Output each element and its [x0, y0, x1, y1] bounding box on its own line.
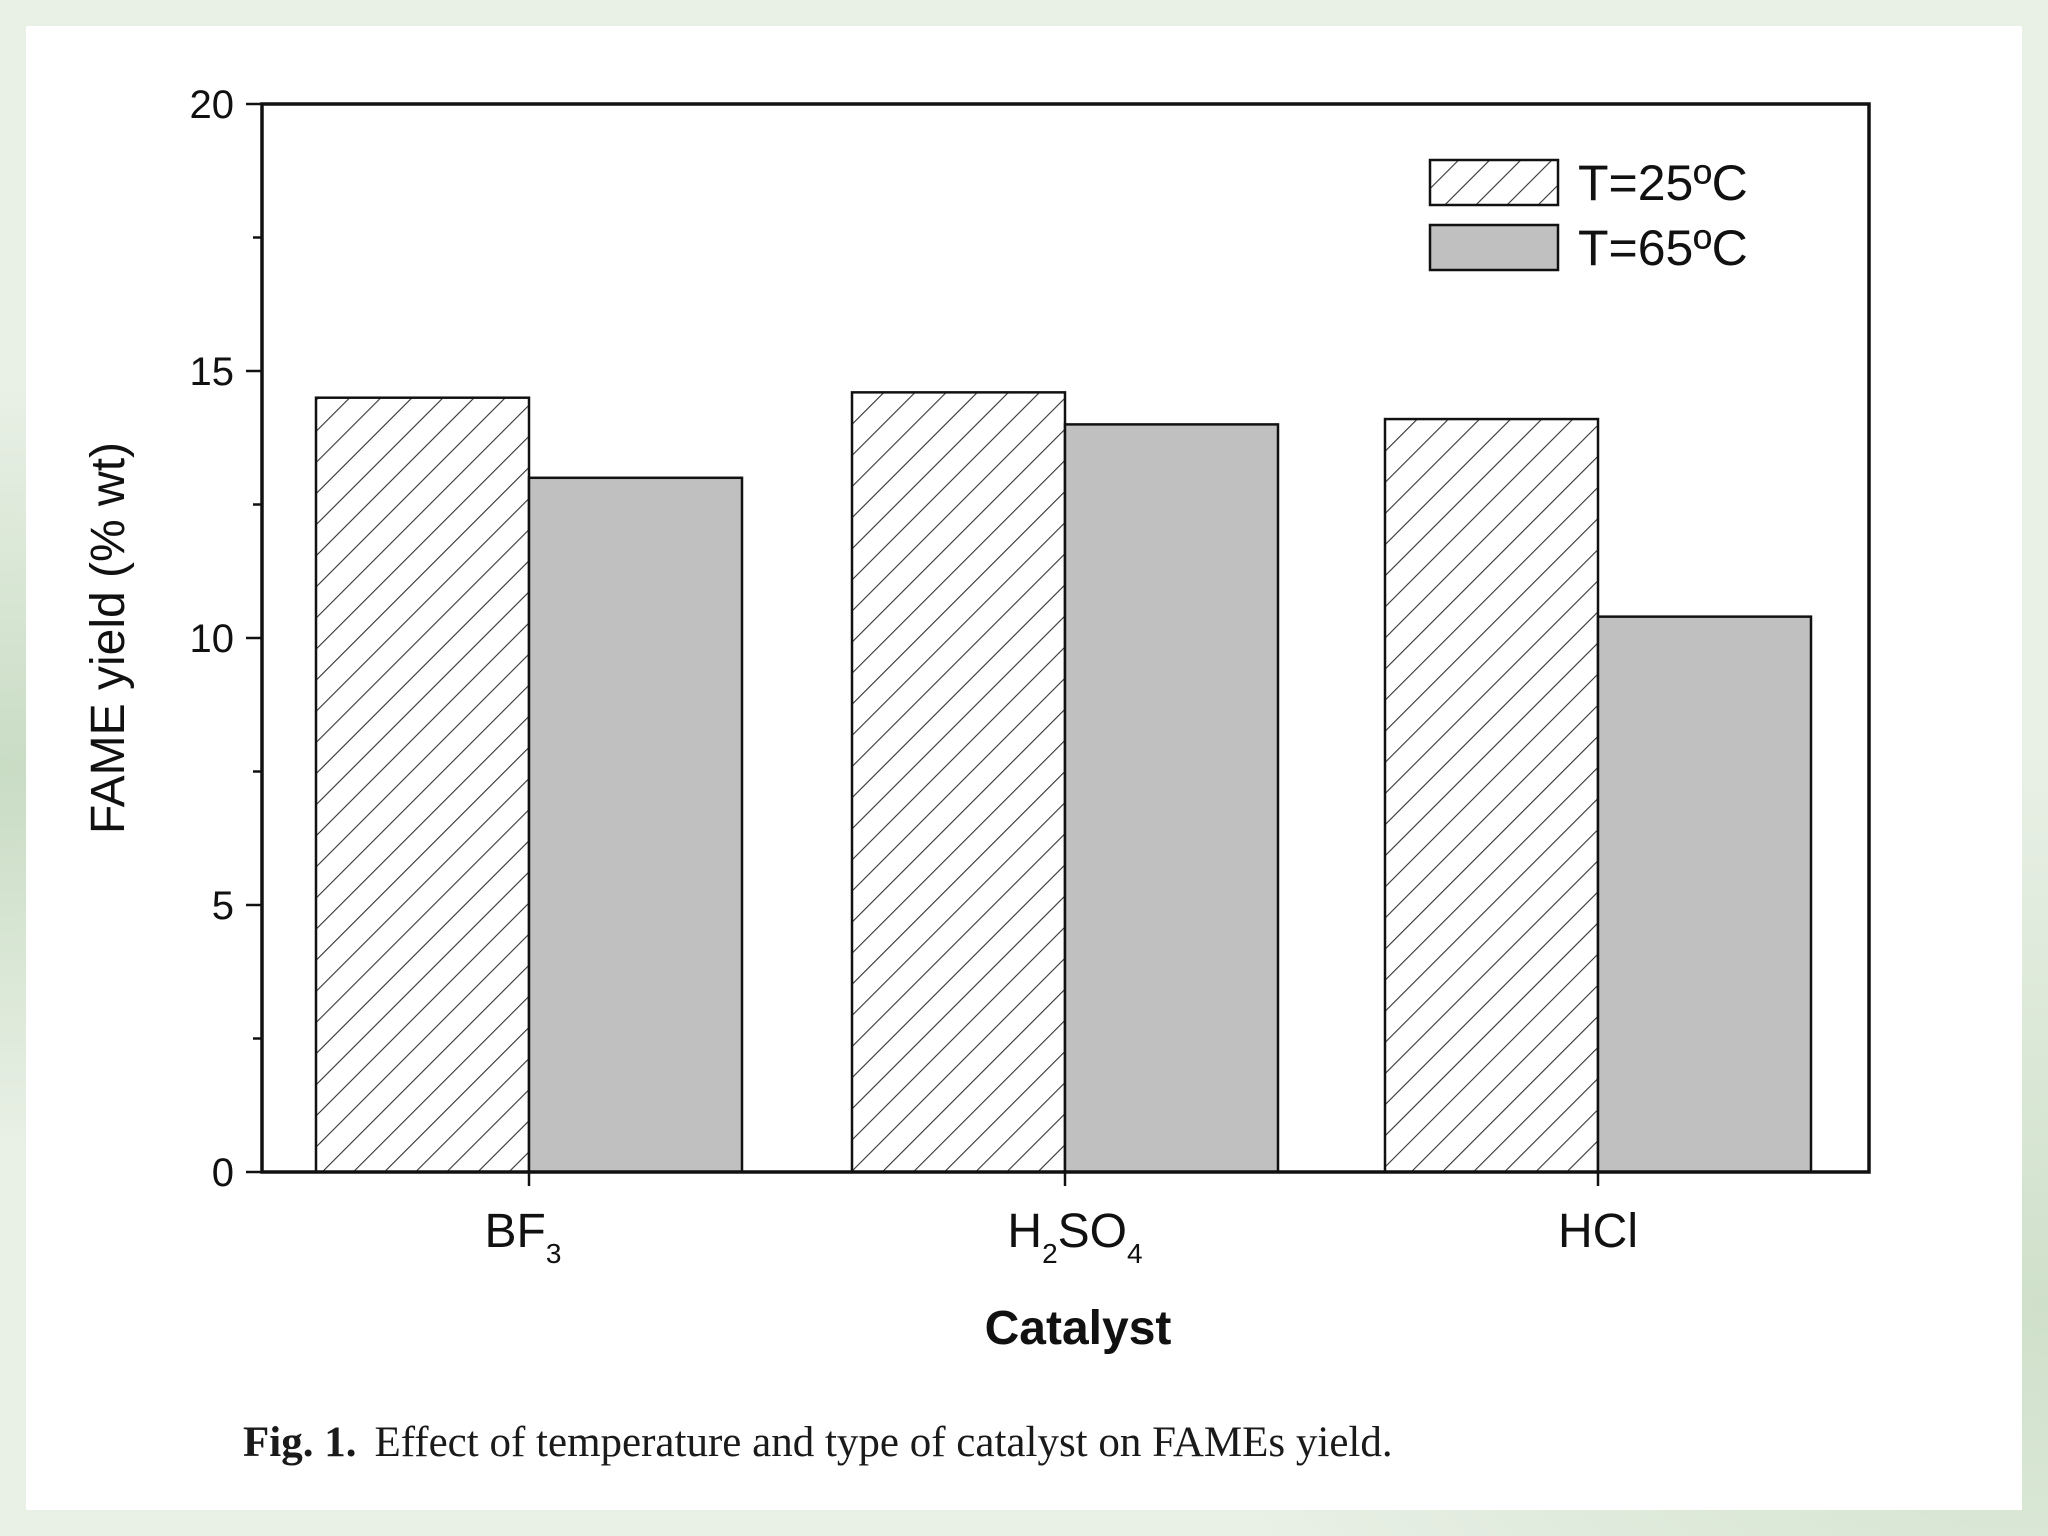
y-tick-label: 0 [212, 1151, 234, 1195]
x-tick-label-hcl: HCl [1558, 1205, 1638, 1258]
legend-swatch-series-2 [1428, 223, 1560, 272]
caption-text: Effect of temperature and type of cataly… [374, 1419, 1393, 1466]
y-axis-title: FAME yield (% wt) [82, 442, 135, 834]
x-tick-label-bf3: BF3 [485, 1205, 562, 1269]
figure-number: Fig. 1. [243, 1419, 357, 1466]
y-tick-label: 15 [190, 350, 235, 394]
figure-caption: Fig. 1. Effect of temperature and type of… [243, 1418, 1393, 1467]
subscript: 4 [1127, 1238, 1143, 1269]
subscript: 3 [546, 1238, 562, 1269]
x-axis-title: Catalyst [985, 1302, 1172, 1355]
y-tick-label: 20 [190, 83, 235, 127]
bar-hcl-series-2 [1596, 615, 1813, 1174]
axes-layer [246, 102, 1871, 1186]
y-tick-label: 10 [190, 617, 235, 661]
bar-hcl-series-1 [1383, 417, 1600, 1174]
legend-label-series-2: T=65ºC [1578, 220, 1748, 276]
legend-label-series-1: T=25ºC [1578, 155, 1748, 211]
label-text: BF [485, 1205, 546, 1258]
labels-layer: 0 5 10 15 20 BF3 H2SO4 HCl Catalyst FAME yield (%… [82, 83, 1638, 1355]
subscript: 2 [1042, 1238, 1058, 1269]
bar-h2so4-series-2 [1063, 423, 1280, 1174]
label-text: H [1007, 1205, 1042, 1258]
label-text: SO [1058, 1205, 1127, 1258]
bar-h2so4-series-1 [850, 391, 1067, 1174]
legend-swatch-series-1 [1428, 158, 1560, 207]
bars-layer [314, 391, 1813, 1174]
bar-bf3-series-2 [527, 476, 744, 1174]
x-tick-label-h2so4: H2SO4 [1007, 1205, 1142, 1269]
legend: T=25ºC T=65ºC [1428, 155, 1748, 276]
y-tick-label: 5 [212, 884, 234, 928]
bar-bf3-series-1 [314, 396, 531, 1174]
label-text: HCl [1558, 1205, 1638, 1258]
